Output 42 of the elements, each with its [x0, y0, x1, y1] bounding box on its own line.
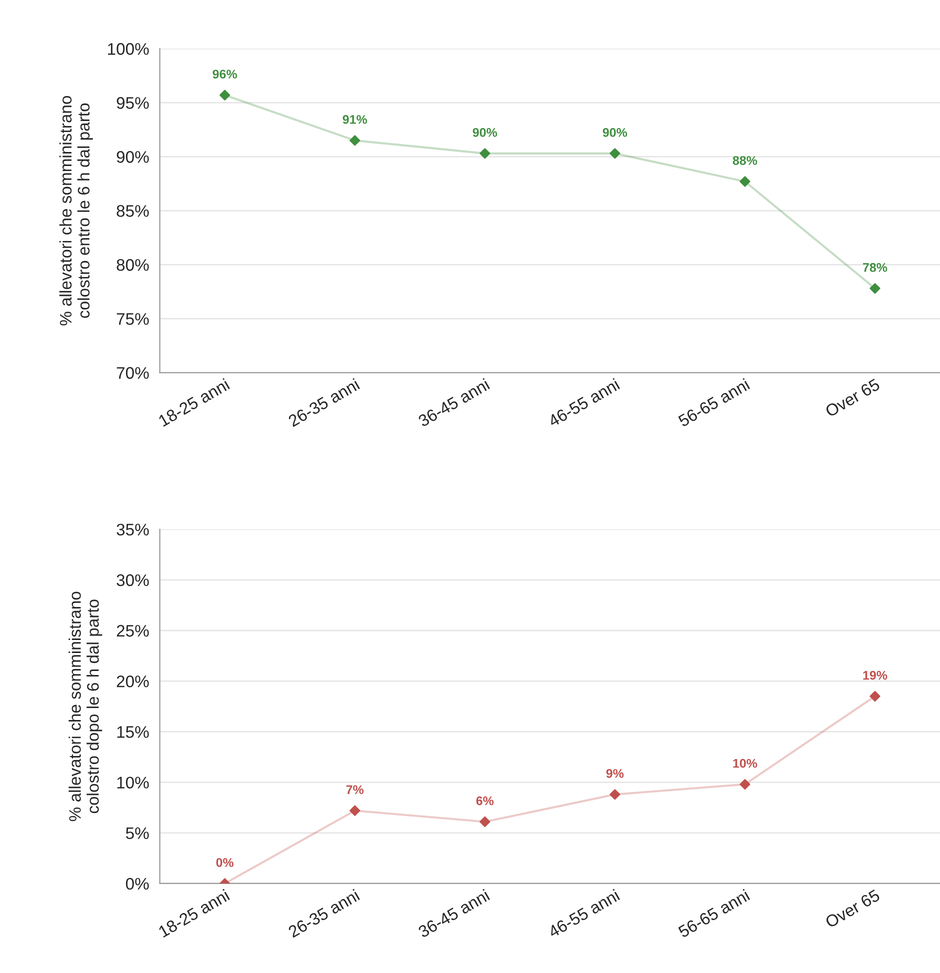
- data-label: 91%: [342, 115, 368, 124]
- point: [870, 283, 880, 294]
- y-tick-label: 5%: [126, 827, 149, 840]
- y-tick-label: 15%: [117, 726, 149, 738]
- point: [610, 789, 620, 800]
- data-label: 96%: [212, 70, 237, 79]
- y-tick-label: 20%: [116, 676, 149, 688]
- y-tick-label: 35%: [116, 524, 149, 536]
- point: [480, 816, 490, 828]
- y-tick-label: 75%: [116, 313, 149, 325]
- y-tick-label: 95%: [116, 97, 149, 109]
- data-label: 88%: [732, 156, 758, 165]
- data-label: 90%: [472, 128, 498, 137]
- data-label: 0%: [216, 858, 234, 867]
- point: [740, 779, 750, 790]
- data-label: 90%: [602, 128, 628, 137]
- y-tick-label: 25%: [116, 624, 149, 637]
- data-label: 9%: [606, 769, 624, 778]
- y-tick-label: 90%: [116, 151, 149, 163]
- y-tick-label: 10%: [117, 776, 149, 788]
- point: [740, 176, 750, 187]
- y-tick-label: 85%: [116, 205, 149, 217]
- point: [220, 90, 230, 100]
- point: [870, 690, 880, 702]
- data-label: 7%: [346, 785, 364, 794]
- data-label: 78%: [863, 263, 888, 272]
- y-axis-title: % allevatori che somministrano colostro dopo le 6 h dal parto: [68, 592, 102, 822]
- y-tick-label: 100%: [108, 43, 149, 55]
- y-tick-label: 80%: [116, 259, 149, 271]
- point: [350, 135, 360, 146]
- x-tick-label: Over 65: [824, 889, 881, 928]
- point: [480, 148, 490, 159]
- data-label: 19%: [863, 670, 888, 680]
- x-tick-label: Over 65: [824, 378, 881, 418]
- point: [350, 805, 360, 816]
- y-tick-label: 30%: [116, 574, 149, 586]
- point: [610, 148, 620, 159]
- data-label: 6%: [476, 796, 494, 806]
- data-label: 10%: [733, 758, 758, 768]
- y-axis-title: % allevatori che somministrano colostro entro le 6 h dal parto: [59, 96, 93, 326]
- y-tick-label: 70%: [116, 367, 149, 379]
- y-tick-label: 0%: [126, 878, 149, 890]
